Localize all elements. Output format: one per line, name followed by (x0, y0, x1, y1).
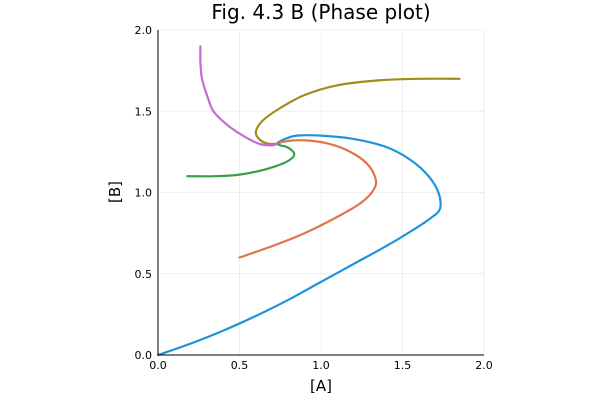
y-axis-label: [B] (106, 181, 124, 203)
x-axis-label: [A] (310, 377, 332, 395)
x-tick-label: 0.5 (231, 359, 249, 372)
x-tick-label: 1.0 (312, 359, 330, 372)
y-tick-label: 2.0 (135, 24, 153, 37)
series-layer (156, 45, 461, 357)
chart-title: Fig. 4.3 B (Phase plot) (211, 0, 430, 24)
y-tick-labels: 0.0 0.5 1.0 1.5 2.0 (135, 24, 153, 362)
trajectory-line-2 (238, 139, 378, 259)
x-tick-label: 0.0 (149, 359, 167, 372)
trajectory-line-3 (186, 142, 296, 178)
y-tick-label: 1.5 (135, 105, 153, 118)
y-tick-label: 0.0 (135, 349, 153, 362)
trajectory-line-4 (254, 77, 461, 146)
x-tick-labels: 0.0 0.5 1.0 1.5 2.0 (149, 359, 493, 372)
x-tick-label: 1.5 (394, 359, 412, 372)
trajectory-line-1 (156, 134, 442, 357)
x-tick-label: 2.0 (475, 359, 493, 372)
y-tick-label: 0.5 (135, 268, 153, 281)
y-tick-label: 1.0 (135, 187, 153, 200)
trajectory-line-5 (199, 45, 279, 147)
